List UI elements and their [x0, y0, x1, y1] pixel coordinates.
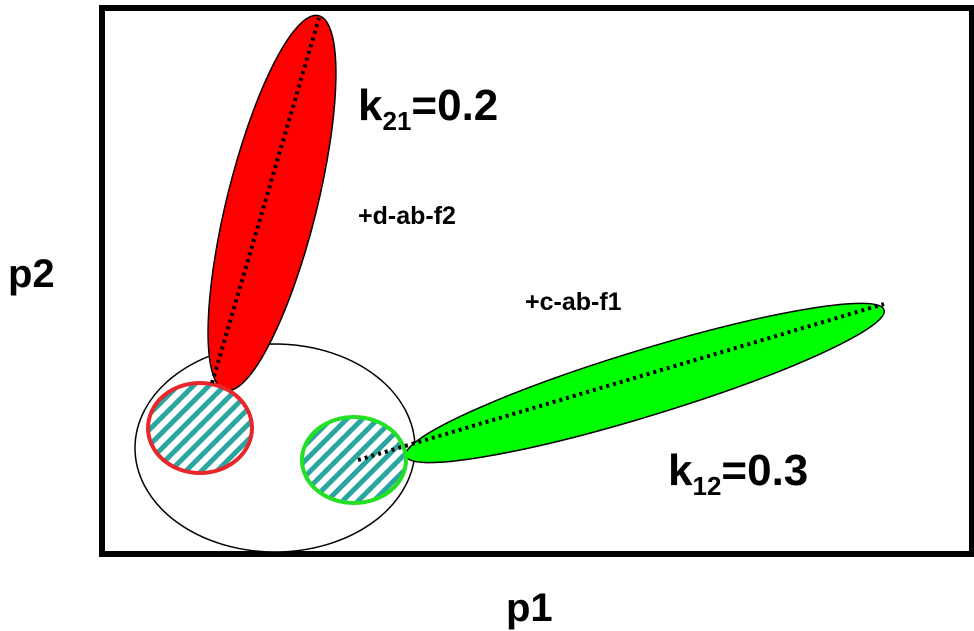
- k21-label: k21=0.2: [358, 81, 498, 136]
- green-hatched-circle: [300, 415, 408, 505]
- y-axis-label: p2: [8, 252, 55, 296]
- red-hatched-circle: [146, 381, 254, 475]
- k12-label: k12=0.3: [668, 446, 808, 501]
- green-dotted-axis: [357, 302, 885, 462]
- term-f1-label: +c-ab-f1: [525, 288, 622, 316]
- x-axis-label: p1: [506, 586, 553, 630]
- red-dotted-axis: [210, 17, 321, 384]
- term-f2-label: +d-ab-f2: [358, 202, 456, 230]
